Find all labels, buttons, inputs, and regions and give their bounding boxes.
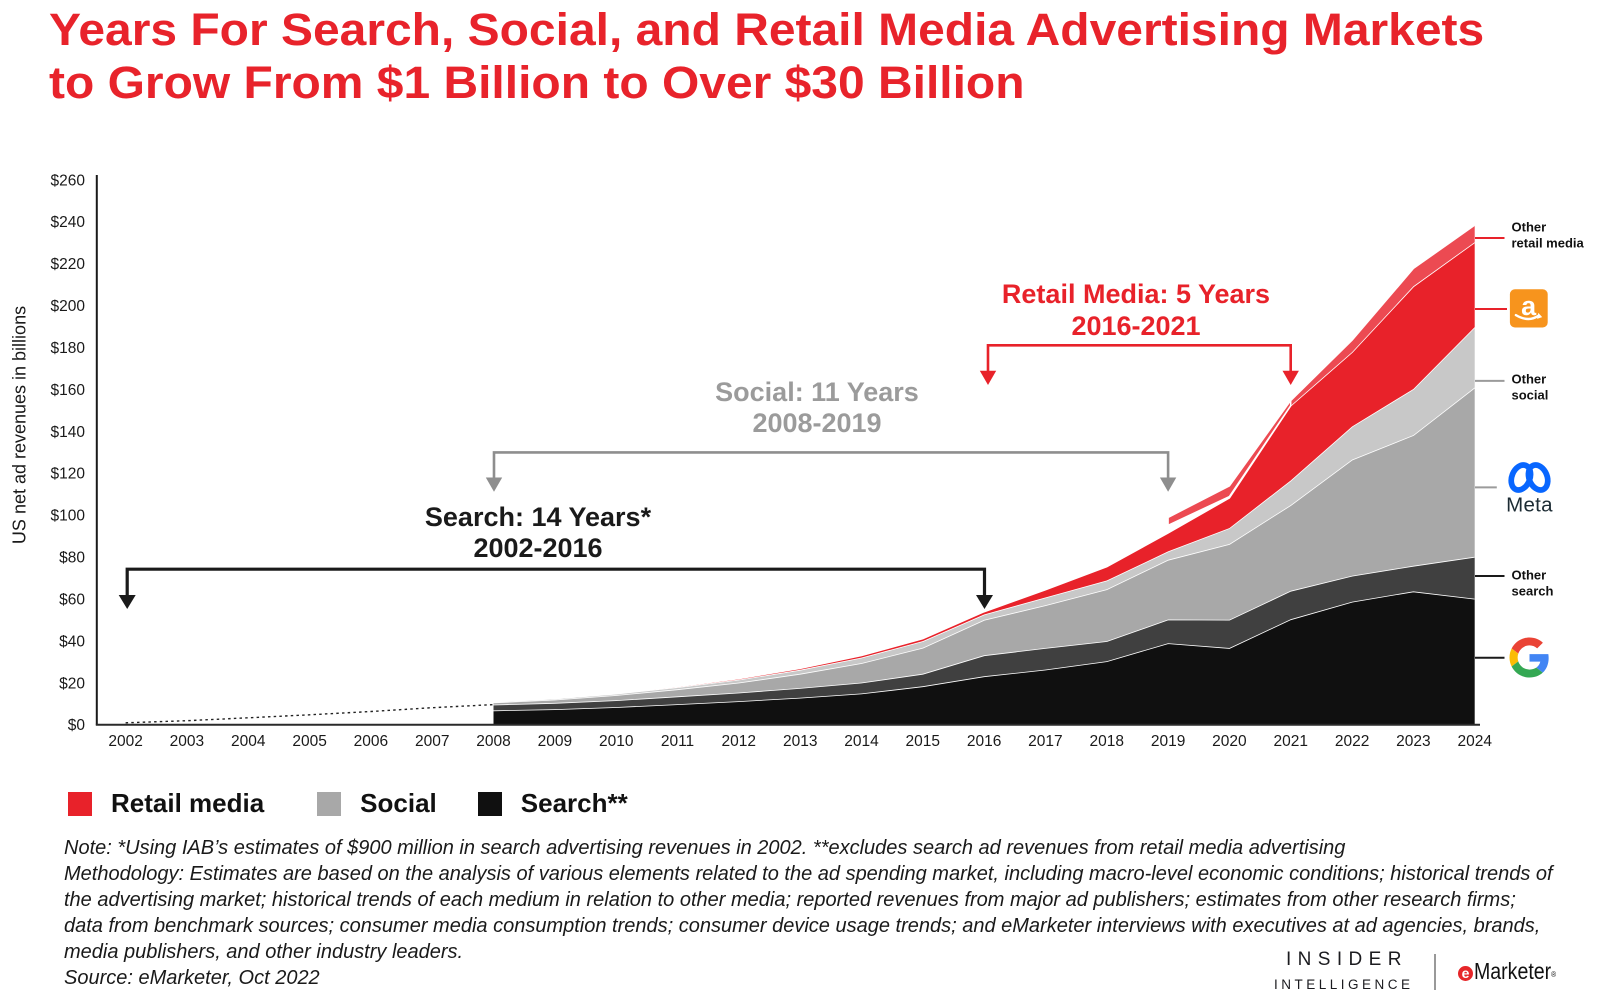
svg-text:2013: 2013 [783,733,817,750]
svg-text:$200: $200 [51,298,86,315]
svg-text:$240: $240 [51,214,86,231]
svg-text:$180: $180 [51,340,86,357]
svg-text:retail media: retail media [1512,236,1585,251]
svg-text:2002: 2002 [108,733,142,750]
svg-text:$100: $100 [51,508,86,525]
svg-text:Social: 11 Years: Social: 11 Years [715,377,919,407]
svg-text:2018: 2018 [1090,733,1124,750]
svg-text:2019: 2019 [1151,733,1185,750]
svg-text:$120: $120 [51,466,86,483]
svg-text:2009: 2009 [538,733,572,750]
svg-text:2017: 2017 [1028,733,1062,750]
svg-text:2024: 2024 [1457,733,1492,750]
svg-text:2020: 2020 [1212,733,1247,750]
svg-text:2011: 2011 [661,733,694,750]
svg-text:search: search [1512,584,1554,599]
svg-text:2008-2019: 2008-2019 [752,408,881,438]
svg-text:$20: $20 [59,675,85,692]
svg-text:2006: 2006 [354,733,388,750]
svg-text:2023: 2023 [1396,733,1430,750]
svg-text:2016: 2016 [967,733,1001,750]
svg-text:$40: $40 [59,633,85,650]
svg-text:$60: $60 [59,592,85,609]
svg-text:$80: $80 [59,550,85,567]
svg-text:2002-2016: 2002-2016 [473,533,602,563]
svg-text:a: a [1521,291,1537,321]
svg-text:2005: 2005 [292,733,326,750]
svg-text:2022: 2022 [1335,733,1369,750]
svg-text:Other: Other [1512,568,1547,583]
svg-text:Search: 14 Years*: Search: 14 Years* [425,502,652,532]
svg-text:$260: $260 [51,172,86,189]
svg-text:2015: 2015 [906,733,940,750]
svg-text:2008: 2008 [476,733,510,750]
svg-text:2012: 2012 [722,733,756,750]
svg-text:$0: $0 [68,717,86,734]
svg-text:Retail Media: 5 Years: Retail Media: 5 Years [1002,279,1270,309]
svg-text:Other: Other [1512,372,1547,387]
svg-text:$160: $160 [51,382,86,399]
svg-text:2004: 2004 [231,733,266,750]
svg-text:2014: 2014 [844,733,879,750]
svg-text:$140: $140 [51,424,86,441]
svg-text:social: social [1512,388,1549,403]
svg-text:2003: 2003 [170,733,204,750]
svg-text:Other: Other [1512,220,1547,235]
svg-text:$220: $220 [51,256,86,273]
svg-text:Meta: Meta [1506,494,1553,517]
svg-text:2021: 2021 [1273,733,1307,750]
svg-text:2007: 2007 [415,733,449,750]
svg-text:US net ad revenues in billions: US net ad revenues in billions [10,306,30,544]
svg-text:2016-2021: 2016-2021 [1071,311,1200,341]
svg-text:2010: 2010 [599,733,634,750]
